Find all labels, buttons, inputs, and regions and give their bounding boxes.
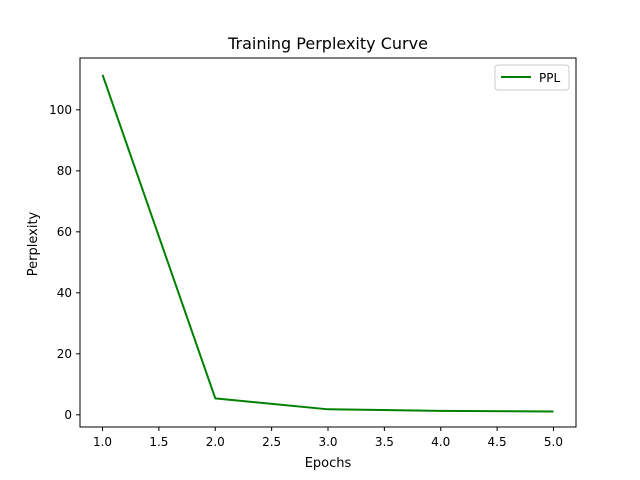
legend: PPL (494, 64, 570, 91)
x-tick-label: 2.5 (262, 435, 281, 449)
x-tick-label: 3.5 (375, 435, 394, 449)
plot-area (79, 57, 577, 428)
y-tick-label: 100 (49, 103, 72, 117)
x-tick-label: 4.5 (488, 435, 507, 449)
y-tick-label: 0 (64, 408, 72, 422)
x-tick-label: 1.5 (149, 435, 168, 449)
x-tick-label: 1.0 (93, 435, 112, 449)
chart-title: Training Perplexity Curve (227, 34, 428, 53)
plot-frame (79, 57, 577, 428)
legend-box (494, 64, 570, 91)
y-axis-ticks: 0 20 40 60 80 100 (49, 103, 80, 422)
x-tick-label: 4.0 (431, 435, 450, 449)
legend-label: PPL (539, 71, 560, 85)
y-tick-label: 40 (57, 286, 72, 300)
y-axis-label: Perplexity (26, 211, 41, 276)
y-tick-label: 80 (57, 164, 72, 178)
x-tick-label: 2.0 (206, 435, 225, 449)
y-tick-label: 20 (57, 347, 72, 361)
x-tick-label: 3.0 (318, 435, 337, 449)
x-axis-ticks: 1.0 1.5 2.0 2.5 3.0 3.5 4.0 4.5 5.0 (93, 427, 563, 449)
y-tick-label: 60 (57, 225, 72, 239)
x-tick-label: 5.0 (544, 435, 563, 449)
x-axis-label: Epochs (305, 456, 352, 471)
series-line-ppl (101, 74, 554, 413)
